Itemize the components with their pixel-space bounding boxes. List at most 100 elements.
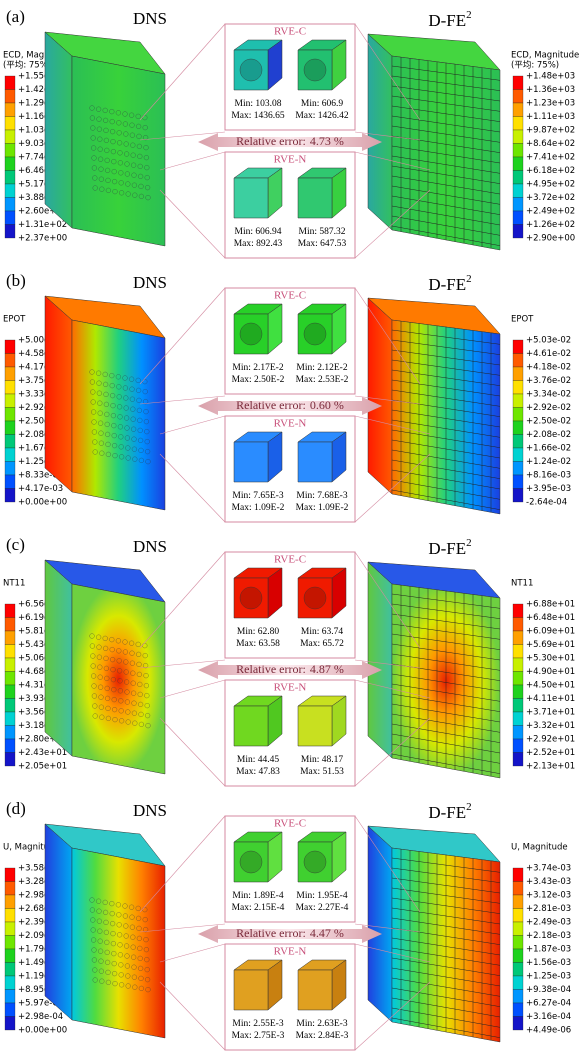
dns-pore [103, 137, 110, 144]
legend-tick: +2.60e+02 [18, 207, 67, 217]
mesh-line [391, 643, 501, 661]
legend-tick: +6.46e+02 [18, 166, 67, 176]
dns-pore [109, 636, 115, 643]
mesh-line [391, 887, 501, 904]
dns-pore [102, 381, 109, 388]
rve-max: Max: 647.53 [298, 239, 347, 249]
dns-pore [137, 163, 143, 170]
dns-pore [97, 674, 103, 680]
legend-band [512, 407, 524, 422]
dns-pore [104, 167, 111, 174]
mesh-line [391, 369, 501, 386]
legend-band [4, 630, 16, 645]
dns-pore [131, 710, 138, 716]
legend-band [4, 210, 16, 225]
legend-band [512, 89, 524, 104]
legend-band [512, 366, 524, 381]
dns-pore [122, 913, 129, 919]
legend-tick: +1.26e+02 [526, 220, 575, 230]
dns-pore [104, 411, 110, 418]
link-line [159, 981, 226, 1051]
rve-max: Max: 1.09E-2 [232, 503, 285, 513]
rve-min: Min: 62.80 [237, 627, 279, 637]
cube-front [297, 841, 333, 883]
legend-tick: +2.92e-02 [18, 403, 63, 413]
legend-tick: -2.64e-04 [526, 498, 567, 508]
dns-pore [123, 659, 129, 665]
dns-pore [90, 409, 97, 415]
dns-pore [89, 379, 96, 385]
legend-band [4, 962, 16, 977]
dns-pore [91, 693, 98, 699]
dns-pore [89, 633, 95, 639]
dns-pore [130, 944, 136, 950]
dns-pore [132, 456, 138, 462]
legend-tick: +4.18e-02 [526, 363, 571, 373]
rve-max: Max: 892.43 [234, 239, 283, 249]
dns-side [44, 823, 73, 1021]
dns-pore [111, 697, 117, 703]
link-line [139, 23, 226, 121]
mesh-line [391, 185, 501, 205]
dns-pore [129, 660, 136, 666]
dfe-side [367, 561, 393, 759]
dns-pore [95, 370, 102, 376]
dns-pore [102, 117, 109, 124]
legend-band [4, 75, 16, 90]
legend-title: ECD, Magnitude [511, 51, 579, 61]
link-line [354, 415, 431, 435]
dns-pore [105, 451, 112, 458]
dns-pore [122, 121, 129, 127]
dns-pore [138, 711, 144, 718]
legend-band [4, 224, 16, 239]
legend-band [512, 948, 524, 963]
link-line [354, 395, 421, 405]
legend-tick: +6.18e+02 [526, 166, 575, 176]
mesh-line [391, 339, 501, 355]
dns-pore [117, 952, 124, 958]
dns-pore [145, 713, 151, 719]
rve-min: Min: 103.08 [235, 99, 282, 109]
mesh-line [391, 479, 501, 500]
link-line [354, 453, 431, 523]
dns-pore [122, 903, 128, 909]
panel-label: (a) [6, 7, 25, 26]
rve-min: Min: 7.65E-3 [232, 491, 283, 501]
dns-pore [97, 664, 103, 670]
dns-pore [137, 153, 143, 160]
dns-pore [143, 135, 149, 141]
dns-pore [96, 380, 102, 386]
dns-pore [91, 165, 98, 171]
dfe-side [367, 33, 393, 231]
dns-pore [97, 420, 104, 426]
rve-max: Max: 2.27E-4 [296, 903, 349, 913]
mesh-line [391, 877, 501, 894]
dns-pore [125, 719, 131, 725]
dns-pore [92, 185, 98, 191]
dns-pore [97, 410, 103, 416]
legend-band [4, 894, 16, 909]
link-line [139, 551, 226, 649]
legend-tick: +6.88e+01 [526, 600, 575, 610]
dfe-title: D-FE2 [428, 273, 471, 294]
dns-pore [115, 638, 122, 644]
dns-pore [91, 155, 97, 161]
link-line [354, 659, 421, 669]
mesh-line [391, 947, 501, 966]
dns-pore [109, 372, 115, 379]
mesh-line [391, 673, 501, 692]
rve-min: Min: 606.94 [235, 227, 282, 237]
dns-pore [116, 120, 122, 126]
cube-front [233, 177, 269, 219]
dns-pore [90, 389, 96, 395]
legend-band [4, 908, 16, 923]
dns-pore [118, 170, 124, 176]
cube-front [297, 705, 333, 747]
dns-pore [116, 130, 122, 136]
dns-pore [109, 129, 116, 135]
rve-title: RVE-N [274, 946, 307, 958]
dns-pore [143, 145, 149, 151]
dns-pore [116, 384, 122, 390]
dns-side [44, 31, 73, 229]
mesh-line [391, 733, 501, 754]
